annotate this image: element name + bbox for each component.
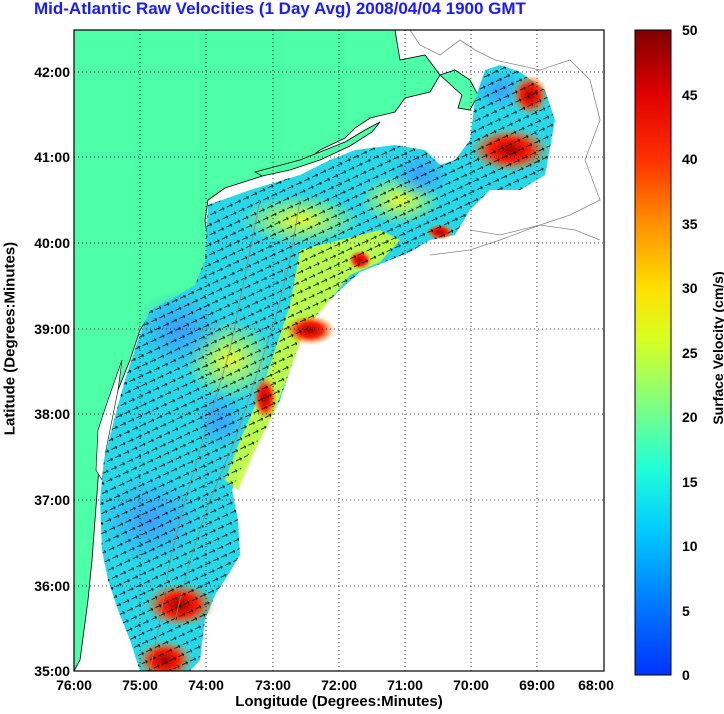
colorbar-tick-label: 40 [682,151,698,167]
x-axis-title: Longitude (Degrees:Minutes) [235,693,443,710]
grid-lines [74,30,604,671]
y-tick-label: 40:00 [34,235,70,251]
x-tick-label: 71:00 [387,677,423,693]
x-tick-label: 74:00 [188,677,224,693]
x-tick-label: 73:00 [255,677,291,693]
y-tick-label: 38:00 [34,406,70,422]
x-tick-label: 75:00 [122,677,158,693]
colorbar-tick-label: 50 [682,22,698,38]
colorbar-tick-label: 30 [682,280,698,296]
colorbar-tick-label: 10 [682,538,698,554]
colorbar-tick-label: 45 [682,87,698,103]
long-island [253,121,381,177]
colorbar-tick-label: 15 [682,474,698,490]
x-tick-label: 68:00 [578,677,614,693]
map-title: Mid-Atlantic Raw Velocities (1 Day Avg) … [34,0,526,18]
y-tick-label: 39:00 [34,321,70,337]
x-tick-labels: 76:00 75:00 74:00 73:00 72:00 71:00 70:0… [56,677,614,693]
colorbar [634,29,672,676]
x-tick-label: 69:00 [519,677,555,693]
colorbar-tick-labels: 0 5 10 15 20 25 30 35 40 45 50 [682,22,698,683]
plot-frame [73,29,605,672]
colorbar-tick-label: 20 [682,409,698,425]
y-tick-label: 37:00 [34,492,70,508]
chesapeake-bay [95,359,123,481]
y-tick-label: 35:00 [34,663,70,679]
y-tick-labels: 35:00 36:00 37:00 38:00 39:00 40:00 41:0… [34,64,70,679]
x-tick-label: 70:00 [453,677,489,693]
cape-cod [439,69,479,111]
x-tick-label: 72:00 [321,677,357,693]
colorbar-tick-label: 35 [682,216,698,232]
y-tick-label: 36:00 [34,578,70,594]
colorbar-tick-label: 25 [682,345,698,361]
colorbar-tick-label: 5 [682,603,690,619]
y-tick-label: 41:00 [34,149,70,165]
y-tick-label: 42:00 [34,64,70,80]
bathymetry-contours [149,30,601,671]
x-tick-label: 76:00 [56,677,92,693]
colorbar-tick-label: 0 [682,667,690,683]
